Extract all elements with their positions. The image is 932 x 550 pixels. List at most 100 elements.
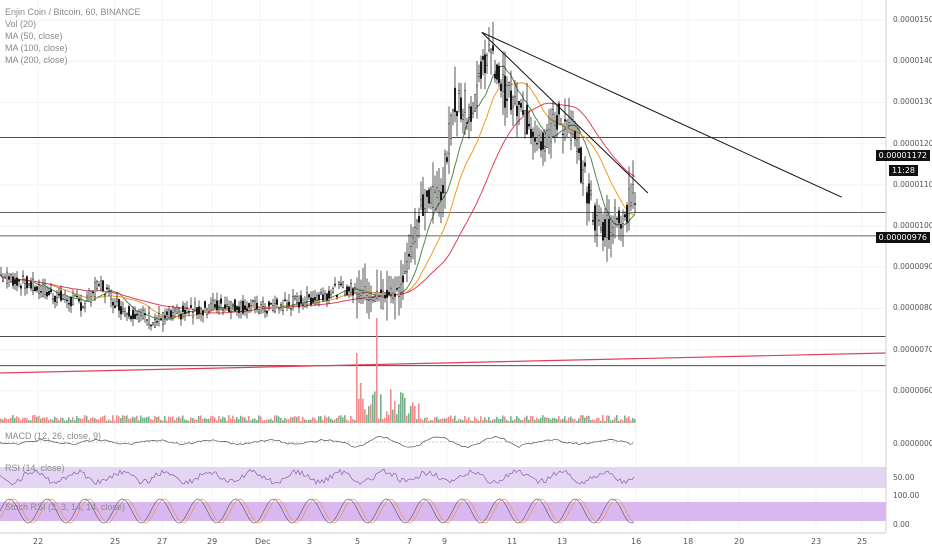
volume-bar	[22, 417, 24, 423]
candle-body	[322, 294, 325, 301]
horizontal-levels[interactable]	[0, 137, 887, 374]
candle-body	[119, 306, 122, 315]
volume-bar	[90, 418, 92, 423]
volume-bar	[116, 415, 118, 423]
time-tick-label: 25	[110, 537, 121, 546]
trendline[interactable]	[481, 31, 842, 198]
volume-bar	[570, 416, 572, 423]
ma100-label[interactable]: MA (100, close)	[5, 43, 68, 53]
candle-body	[374, 296, 377, 302]
volume-bar	[172, 416, 174, 423]
volume-bar	[512, 420, 514, 423]
macd-line	[0, 435, 634, 449]
candle-body	[133, 314, 136, 320]
candle-body	[117, 298, 120, 311]
volume-bar	[564, 416, 566, 423]
volume-bar	[68, 417, 70, 423]
volume-bar	[610, 420, 612, 423]
volume-bar	[590, 419, 592, 423]
candle-body	[366, 295, 369, 300]
volume-bar	[444, 418, 446, 423]
candle-body	[326, 293, 329, 301]
volume-bar	[628, 416, 630, 423]
volume-bar	[412, 402, 414, 423]
volume-bar	[482, 420, 484, 423]
time-tick-label: 27	[157, 537, 168, 546]
volume-bar	[26, 418, 28, 423]
candle-body	[332, 288, 335, 293]
candle-body	[552, 109, 555, 116]
volume-bar	[114, 420, 116, 423]
candle-body	[566, 120, 569, 138]
candle-body	[85, 295, 88, 299]
volume-bar	[600, 420, 602, 423]
volume-bar	[454, 415, 456, 423]
candle-body	[278, 307, 281, 310]
trendline[interactable]	[481, 32, 649, 194]
legend: Enjin Coin / Bitcoin, 60, BINANCE Vol (2…	[5, 6, 141, 66]
volume-bar	[8, 418, 10, 423]
volume-bar	[358, 398, 360, 423]
volume-bar	[438, 419, 440, 423]
candle-body	[558, 103, 561, 115]
rsi-line	[0, 468, 635, 486]
candle-body	[0, 274, 2, 277]
candle-body	[253, 300, 256, 310]
volume-bar	[468, 417, 470, 423]
volume-bar	[238, 419, 240, 423]
candle-body	[372, 297, 375, 301]
stoch-label[interactable]: Stoch RSI (3, 3, 14, 14, close)	[5, 502, 126, 512]
time-tick-label: 22	[33, 537, 44, 546]
volume-bar	[436, 416, 438, 423]
candle-body	[500, 83, 503, 91]
ma200-label[interactable]: MA (200, close)	[5, 55, 68, 65]
time-tick-label: 29	[207, 537, 218, 546]
volume-bar	[252, 418, 254, 423]
ma50-label[interactable]: MA (50, close)	[5, 31, 63, 41]
candle-body	[576, 139, 579, 152]
macd-label[interactable]: MACD (12, 26, close, 9)	[5, 431, 102, 441]
time-tick-label: 11	[507, 537, 518, 546]
candle-body	[93, 282, 96, 297]
candle-body	[564, 119, 567, 122]
candle-body	[91, 291, 94, 294]
vol-label[interactable]: Vol (20)	[5, 19, 37, 29]
candle-body	[18, 279, 21, 282]
volume-bar	[98, 419, 100, 423]
candle-body	[302, 303, 305, 306]
symbol-title[interactable]: Enjin Coin / Bitcoin, 60, BINANCE	[5, 7, 141, 17]
candle-body	[245, 308, 248, 311]
candle-body	[215, 300, 218, 311]
volume-bar	[258, 415, 260, 423]
volume-bar	[268, 419, 270, 423]
candle-body	[524, 110, 527, 134]
candle-body	[135, 313, 138, 316]
candle-body	[594, 205, 597, 231]
trendlines[interactable]	[481, 31, 842, 198]
candle-body	[32, 278, 35, 291]
long-trend-line[interactable]	[0, 352, 887, 374]
volume-bar	[246, 420, 248, 423]
candle-body	[50, 289, 53, 293]
candle-body	[522, 110, 525, 115]
candle-body	[610, 218, 613, 234]
volume-bar	[250, 420, 252, 423]
volume-bar	[538, 419, 540, 423]
volume-bar	[626, 417, 628, 423]
candle-body	[540, 141, 543, 151]
candle-body	[211, 300, 214, 310]
candle-body	[167, 309, 170, 318]
rsi-label[interactable]: RSI (14, close)	[5, 463, 65, 473]
volume-bar	[234, 419, 236, 423]
candle-body	[350, 283, 353, 293]
candle-body	[79, 302, 82, 311]
candle-body	[231, 304, 234, 307]
candle-body	[388, 292, 391, 295]
candle-body	[426, 190, 429, 197]
volume-bar	[382, 419, 384, 423]
volume-bar	[152, 420, 154, 423]
candle-body	[67, 302, 70, 305]
